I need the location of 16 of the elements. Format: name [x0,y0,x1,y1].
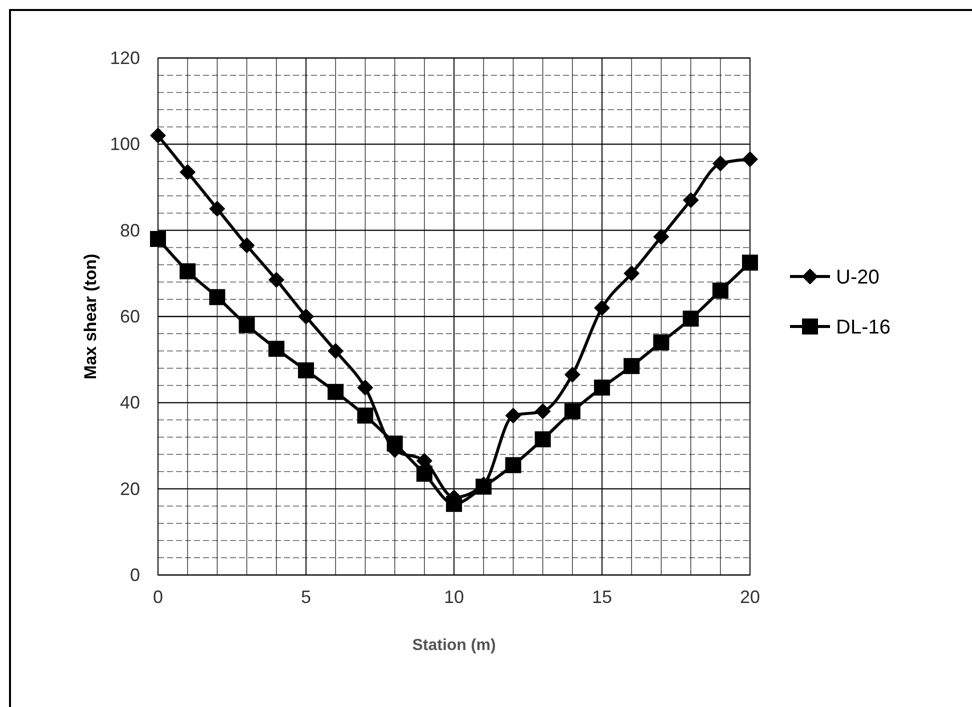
x-tick-label: 15 [592,587,612,607]
x-tick-label: 20 [740,587,760,607]
x-tick-label: 10 [444,587,464,607]
y-tick-label: 60 [120,306,140,326]
legend-label: U-20 [836,266,880,288]
y-tick-label: 0 [130,565,140,585]
y-tick-label: 80 [120,220,140,240]
y-tick-label: 40 [120,392,140,413]
x-axis-title: Station (m) [412,637,496,654]
y-tick-label: 20 [120,478,140,499]
y-tick-label: 100 [110,134,140,154]
x-tick-label: 0 [152,587,164,607]
y-tick-label: 120 [110,48,140,68]
x-tick-label: 5 [300,587,312,607]
y-axis-title: Max shear (ton) [81,254,100,380]
legend-label: DL-16 [836,316,890,338]
